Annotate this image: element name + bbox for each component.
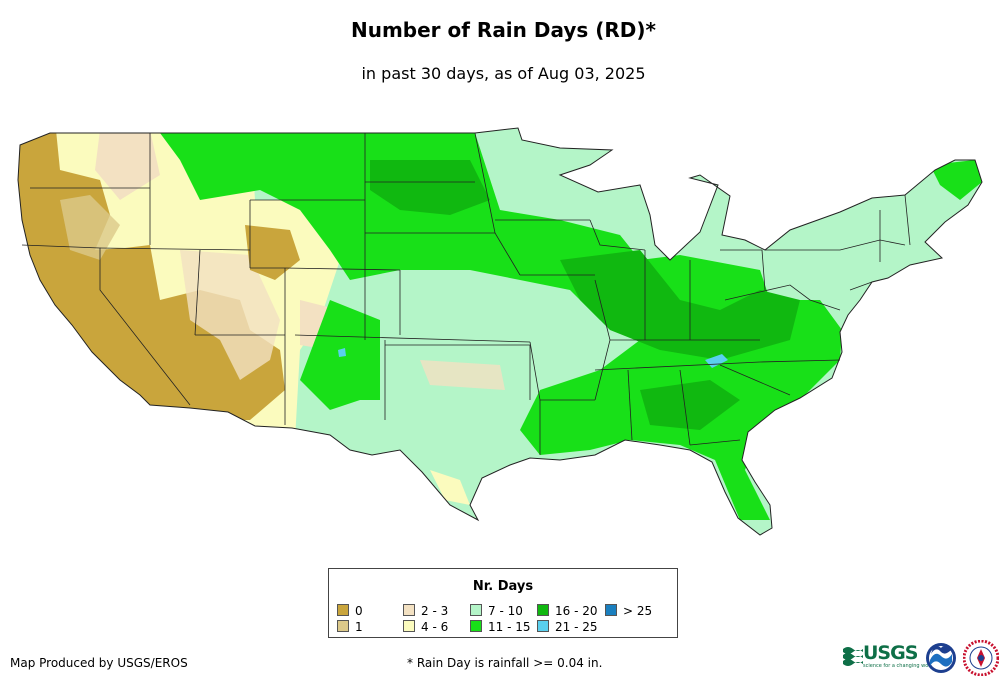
legend-swatch-7 bbox=[537, 620, 549, 632]
legend-label-4: 7 - 10 bbox=[488, 604, 523, 618]
legend-swatch-2 bbox=[403, 604, 415, 616]
rain-day-footnote: * Rain Day is rainfall >= 0.04 in. bbox=[407, 656, 603, 670]
legend-label-1: 1 bbox=[355, 620, 363, 634]
usgs-wave-icon bbox=[843, 647, 863, 666]
legend-swatch-0 bbox=[337, 604, 349, 616]
usgs-logo: USGS science for a changing world bbox=[843, 642, 935, 670]
legend-label-8: > 25 bbox=[623, 604, 653, 618]
legend-swatch-6 bbox=[537, 604, 549, 616]
legend-label-6: 16 - 20 bbox=[555, 604, 598, 618]
legend-swatch-1 bbox=[337, 620, 349, 632]
usgs-logo-text: USGS bbox=[863, 642, 918, 664]
legend-swatch-8 bbox=[605, 604, 617, 616]
noaa-logo-icon bbox=[926, 643, 956, 673]
map-subtitle: in past 30 days, as of Aug 03, 2025 bbox=[361, 64, 646, 83]
legend-swatch-5 bbox=[470, 620, 482, 632]
legend-label-0: 0 bbox=[355, 604, 363, 618]
legend-swatch-3 bbox=[403, 620, 415, 632]
legend-swatch-4 bbox=[470, 604, 482, 616]
map-title: Number of Rain Days (RD)* bbox=[350, 18, 656, 42]
legend-label-5: 11 - 15 bbox=[488, 620, 531, 634]
legend-label-7: 21 - 25 bbox=[555, 620, 598, 634]
legend-title: Nr. Days bbox=[472, 579, 534, 594]
legend-label-2: 2 - 3 bbox=[421, 604, 449, 618]
nws-logo-icon bbox=[963, 640, 999, 676]
legend-label-3: 4 - 6 bbox=[421, 620, 449, 634]
map-credit: Map Produced by USGS/EROS bbox=[10, 656, 188, 670]
usgs-logo-tagline: science for a changing world bbox=[863, 663, 935, 669]
legend: Nr. Days 0 1 2 - 3 4 - 6 7 - 10 11 - 15 … bbox=[328, 568, 678, 638]
